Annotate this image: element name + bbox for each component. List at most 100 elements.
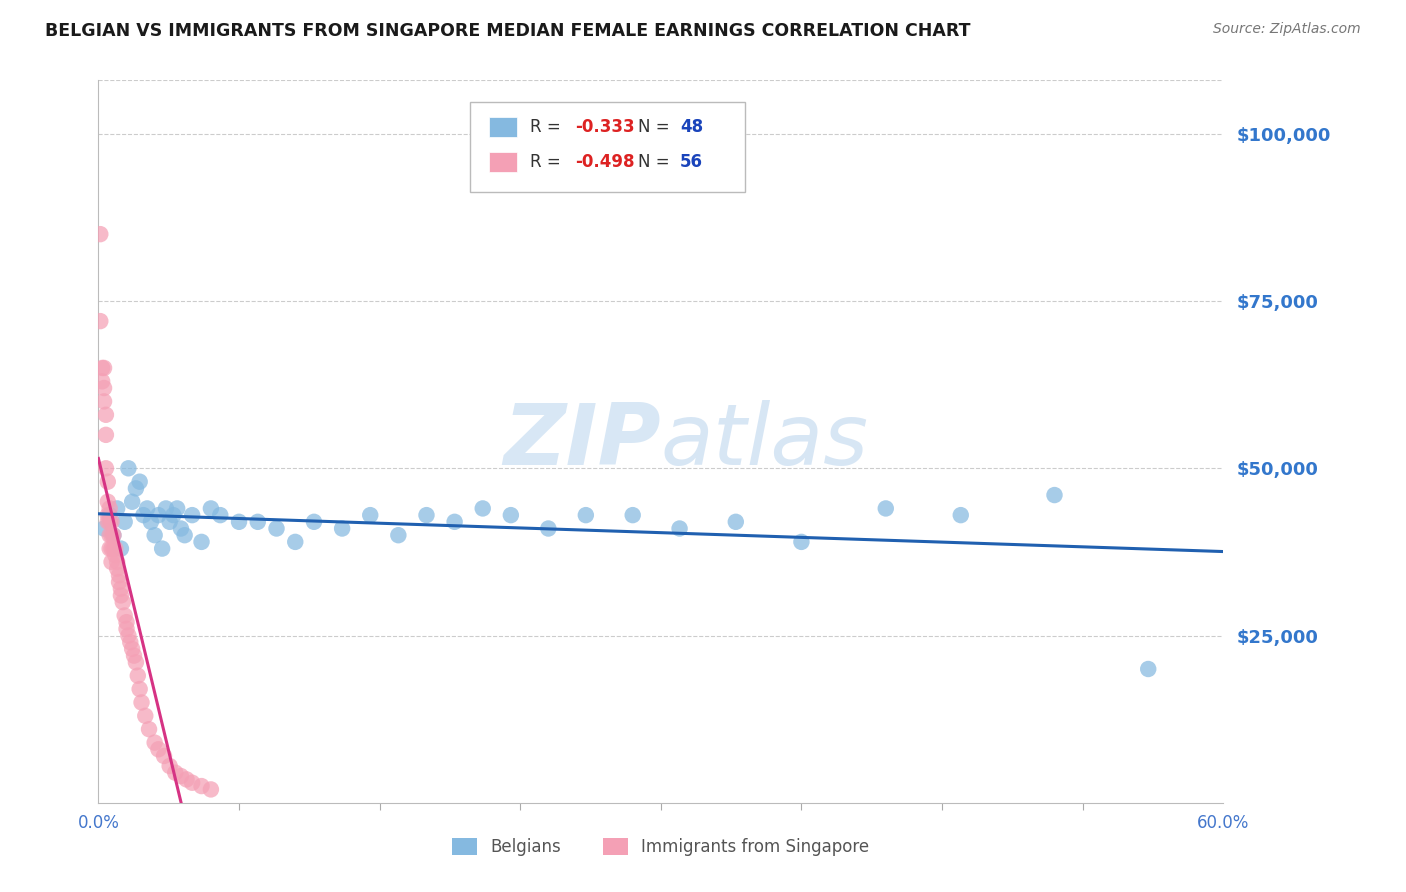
Point <box>91 361 114 376</box>
Point <box>415 508 437 523</box>
Point <box>89 227 111 241</box>
Point <box>148 508 170 523</box>
Point <box>159 515 181 529</box>
Point <box>94 461 117 475</box>
Point <box>165 765 187 780</box>
Point <box>1043 488 1066 502</box>
Point <box>153 749 176 764</box>
Point <box>114 608 136 623</box>
Point <box>128 681 150 696</box>
Point <box>117 461 139 475</box>
Point <box>108 575 131 590</box>
Point <box>170 521 193 535</box>
Point <box>93 521 115 535</box>
Point <box>105 501 128 516</box>
Point <box>1137 662 1160 676</box>
Point <box>139 515 162 529</box>
Point <box>128 475 150 489</box>
Text: 56: 56 <box>681 153 703 171</box>
Point <box>125 655 148 669</box>
Point <box>668 521 690 535</box>
Point <box>117 628 139 642</box>
Text: Source: ZipAtlas.com: Source: ZipAtlas.com <box>1213 22 1361 37</box>
Point <box>97 508 120 523</box>
Point <box>122 648 145 663</box>
Point <box>575 508 598 523</box>
Point <box>105 562 128 576</box>
Point <box>93 361 115 376</box>
Point <box>100 541 122 556</box>
Point <box>148 742 170 756</box>
Point <box>190 779 212 793</box>
Point <box>104 541 127 556</box>
Point <box>97 515 120 529</box>
Point <box>91 375 114 389</box>
Point <box>100 528 122 542</box>
Point <box>949 508 972 523</box>
Point <box>114 515 136 529</box>
Point <box>138 723 160 737</box>
Point <box>162 508 184 523</box>
Point <box>724 515 747 529</box>
Point <box>103 528 125 542</box>
Point <box>121 494 143 508</box>
Point <box>330 521 353 535</box>
Point <box>100 555 122 569</box>
Point <box>387 528 409 542</box>
FancyBboxPatch shape <box>489 117 517 137</box>
Point <box>94 427 117 442</box>
Text: atlas: atlas <box>661 400 869 483</box>
Text: R =: R = <box>530 153 567 171</box>
Point <box>110 582 132 596</box>
Point <box>176 772 198 787</box>
Point <box>125 482 148 496</box>
Point <box>359 508 381 523</box>
Point <box>302 515 325 529</box>
Text: 48: 48 <box>681 119 703 136</box>
Point <box>200 501 222 516</box>
Point <box>97 494 120 508</box>
Text: -0.498: -0.498 <box>575 153 636 171</box>
Point <box>111 595 134 609</box>
Point <box>97 475 120 489</box>
Point <box>93 381 115 395</box>
Point <box>181 776 204 790</box>
Point <box>127 669 149 683</box>
Point <box>110 589 132 603</box>
Point <box>132 508 155 523</box>
Text: N =: N = <box>638 153 675 171</box>
Point <box>131 696 153 710</box>
Point <box>266 521 288 535</box>
Point <box>134 708 156 723</box>
Point <box>93 394 115 409</box>
Point <box>115 615 138 630</box>
Point <box>181 508 204 523</box>
Point <box>443 515 465 529</box>
Text: ZIP: ZIP <box>503 400 661 483</box>
Point <box>136 501 159 516</box>
Point <box>98 541 121 556</box>
Point <box>98 508 121 523</box>
Point <box>115 622 138 636</box>
Point <box>190 534 212 549</box>
Point <box>120 635 142 649</box>
Point <box>499 508 522 523</box>
Point <box>284 534 307 549</box>
Point <box>103 541 125 556</box>
Point <box>875 501 897 516</box>
Point <box>209 508 232 523</box>
Point <box>103 528 125 542</box>
Text: BELGIAN VS IMMIGRANTS FROM SINGAPORE MEDIAN FEMALE EARNINGS CORRELATION CHART: BELGIAN VS IMMIGRANTS FROM SINGAPORE MED… <box>45 22 970 40</box>
Point <box>166 501 188 516</box>
Point <box>155 501 177 516</box>
FancyBboxPatch shape <box>489 152 517 172</box>
Point <box>790 534 813 549</box>
Point <box>98 515 121 529</box>
Text: R =: R = <box>530 119 567 136</box>
Point <box>110 541 132 556</box>
Point <box>170 769 193 783</box>
Point <box>105 555 128 569</box>
Point <box>121 642 143 657</box>
Legend: Belgians, Immigrants from Singapore: Belgians, Immigrants from Singapore <box>446 831 876 863</box>
Point <box>471 501 494 516</box>
